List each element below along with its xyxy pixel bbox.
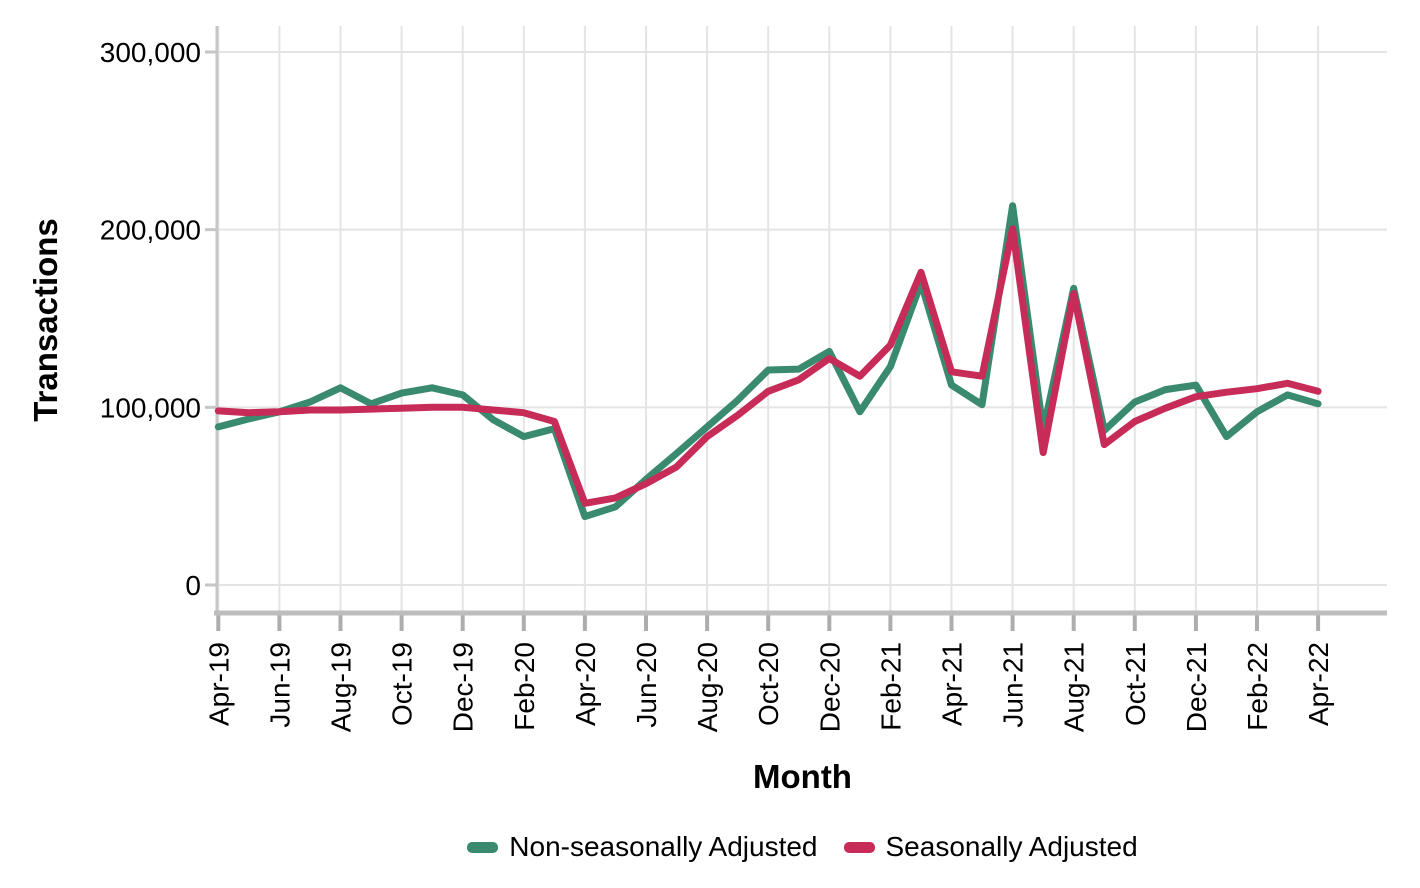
y-axis-title: Transactions (27, 218, 64, 422)
x-tick-label: Feb-22 (1242, 642, 1273, 731)
x-tick-label: Dec-20 (814, 642, 845, 732)
x-tick-label: Jun-21 (998, 642, 1029, 728)
x-tick-label: Aug-21 (1059, 642, 1090, 732)
non-seasonally-adjusted-swatch-icon (467, 841, 499, 853)
x-tick-label: Apr-20 (570, 642, 601, 726)
x-tick-label: Dec-21 (1181, 642, 1212, 732)
x-tick-label: Oct-20 (753, 642, 784, 726)
legend-item-seasonally-adjusted: Seasonally Adjusted (843, 831, 1138, 863)
x-axis-title: Month (753, 758, 852, 795)
x-tick-label: Jun-20 (631, 642, 662, 728)
x-tick-label: Feb-20 (509, 642, 540, 731)
y-tick-label: 100,000 (100, 392, 201, 423)
y-tick-label: 0 (185, 570, 201, 601)
series-line-non-seasonally-adjusted (214, 202, 1322, 521)
y-tick-label: 300,000 (100, 37, 201, 68)
x-tick-label: Aug-19 (326, 642, 357, 732)
x-tick-label: Apr-19 (203, 642, 234, 726)
seasonally-adjusted-swatch-icon (843, 841, 875, 853)
x-tick-label: Oct-21 (1120, 642, 1151, 726)
legend-label-seasonally-adjusted: Seasonally Adjusted (885, 831, 1138, 862)
x-tick-label: Apr-22 (1303, 642, 1334, 726)
x-tick-label: Dec-19 (448, 642, 479, 732)
legend-label-non-seasonally-adjusted: Non-seasonally Adjusted (509, 831, 818, 862)
x-tick-label: Feb-21 (875, 642, 906, 731)
series-line-seasonally-adjusted (214, 225, 1322, 507)
x-tick-label: Jun-19 (264, 642, 295, 728)
x-tick-label: Oct-19 (387, 642, 418, 726)
x-tick-label: Aug-20 (692, 642, 723, 732)
x-tick-label: Apr-21 (937, 642, 968, 726)
legend-item-non-seasonally-adjusted: Non-seasonally Adjusted (467, 831, 818, 863)
y-tick-label: 200,000 (100, 215, 201, 246)
legend: Non-seasonally Adjusted Seasonally Adjus… (218, 831, 1387, 863)
